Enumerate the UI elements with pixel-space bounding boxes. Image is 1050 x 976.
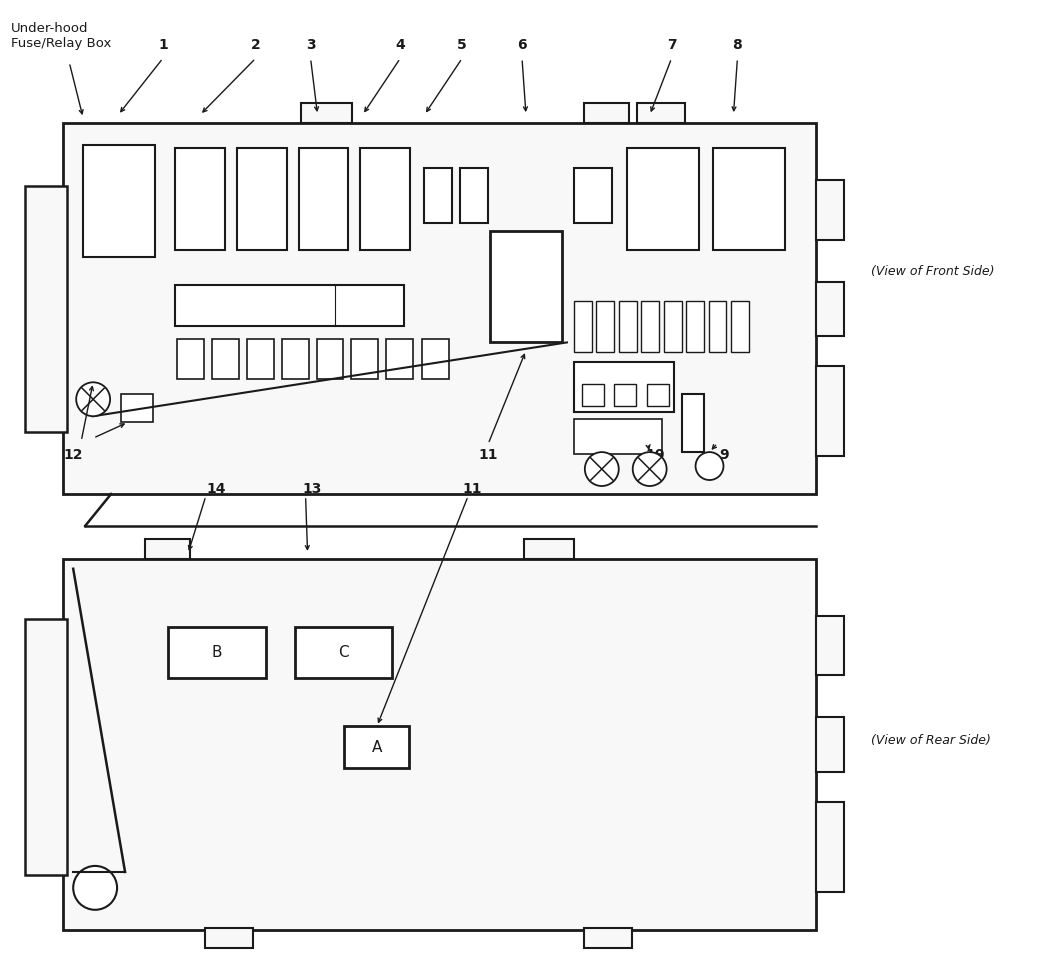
Text: 4: 4 [396,38,405,53]
Bar [816,180,844,240]
Bar [582,385,604,406]
Bar [300,103,353,123]
Bar [145,539,190,559]
Bar [63,123,816,494]
Bar [816,282,844,337]
Bar [618,301,636,352]
Bar [176,340,204,380]
Bar [316,340,343,380]
Bar [422,340,449,380]
Bar [490,230,562,343]
Text: 10: 10 [645,448,665,462]
Bar [360,148,411,250]
Bar [816,366,844,456]
Bar [460,168,488,223]
Text: C: C [338,645,349,660]
Bar [121,394,153,423]
Text: 14: 14 [206,482,226,496]
Text: 11: 11 [462,482,482,496]
Bar [681,394,704,452]
Text: 6: 6 [518,38,527,53]
Text: 12: 12 [63,448,83,462]
Bar [596,301,614,352]
Polygon shape [74,865,121,919]
Bar [816,717,844,772]
Bar [686,301,705,352]
Bar [175,285,404,326]
Bar [281,340,309,380]
Bar [816,802,844,892]
Bar [584,103,629,123]
Bar [175,148,225,250]
Text: 5: 5 [458,38,467,53]
Bar [709,301,727,352]
Bar [25,619,67,874]
Bar [636,103,685,123]
Bar [83,145,155,257]
Bar [424,168,453,223]
Text: (View of Rear Side): (View of Rear Side) [872,734,991,747]
Bar [25,185,67,432]
Text: 13: 13 [302,482,322,496]
Text: 1: 1 [159,38,168,53]
Bar [714,148,785,250]
Bar [352,340,378,380]
Bar [647,385,669,406]
Bar [295,627,393,678]
Text: 9: 9 [719,448,730,462]
Bar [574,362,674,412]
Bar [63,559,816,930]
Bar [574,301,592,352]
Bar [574,168,612,223]
Bar [642,301,659,352]
Bar [205,928,253,948]
Bar [627,148,698,250]
Circle shape [74,866,118,910]
Text: B: B [211,645,222,660]
Bar [236,148,287,250]
Text: 8: 8 [733,38,742,53]
Bar [168,627,266,678]
Bar [731,301,749,352]
Bar [574,420,662,454]
Bar [614,385,635,406]
Bar [247,340,274,380]
Bar [664,301,681,352]
Circle shape [585,452,618,486]
Circle shape [633,452,667,486]
Bar [816,616,844,675]
Bar [74,131,808,484]
Bar [386,340,414,380]
Bar [298,148,349,250]
Text: 7: 7 [667,38,676,53]
Bar [344,726,410,768]
Text: (View of Front Side): (View of Front Side) [872,265,994,278]
Text: 11: 11 [479,448,498,462]
Bar [584,928,632,948]
Text: A: A [372,740,382,754]
Circle shape [695,452,723,480]
Text: Under-hood
Fuse/Relay Box: Under-hood Fuse/Relay Box [12,22,111,51]
Circle shape [77,383,110,416]
Text: 3: 3 [306,38,315,53]
Bar [212,340,238,380]
Text: 2: 2 [251,38,260,53]
Bar [524,539,574,559]
